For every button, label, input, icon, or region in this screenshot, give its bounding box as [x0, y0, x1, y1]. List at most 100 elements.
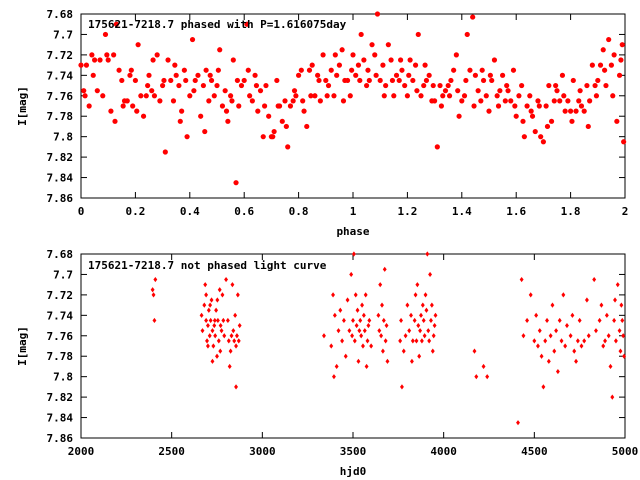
- top-data-point: [271, 128, 277, 135]
- bottom-data-point: [199, 312, 204, 318]
- top-data-point: [557, 98, 563, 104]
- bottom-data-point: [367, 317, 372, 324]
- top-data-point: [275, 103, 281, 109]
- top-data-point: [130, 103, 136, 109]
- bottom-data-point: [606, 333, 611, 339]
- bottom-data-point: [405, 302, 410, 308]
- bottom-data-point: [403, 333, 408, 339]
- bottom-data-point: [537, 328, 542, 334]
- bottom-data-point: [554, 328, 559, 334]
- bottom-data-point: [220, 292, 225, 298]
- bottom-data-point: [409, 358, 414, 364]
- top-data-point: [570, 77, 576, 84]
- bottom-data-point: [234, 333, 239, 339]
- bottom-data-point: [424, 307, 429, 313]
- bottom-data-point: [230, 282, 235, 288]
- bottom-data-point: [557, 317, 562, 324]
- top-data-point: [324, 93, 330, 99]
- top-data-point: [529, 113, 536, 119]
- top-data-point: [316, 77, 322, 84]
- top-data-point: [145, 82, 151, 89]
- top-data-point: [414, 88, 420, 94]
- bottom-data-point: [419, 312, 423, 318]
- top-plot-frame: [80, 13, 626, 199]
- top-data-points: [78, 11, 627, 186]
- top-data-point: [479, 67, 485, 73]
- top-data-point: [432, 98, 438, 104]
- bottom-data-point: [407, 328, 412, 334]
- top-x-tick-label: 0.2: [125, 205, 145, 218]
- bottom-data-point: [423, 292, 428, 298]
- top-data-point: [304, 123, 310, 130]
- top-data-point: [217, 47, 223, 53]
- bottom-x-tick-label: 4500: [521, 445, 548, 458]
- bottom-data-point: [218, 348, 223, 354]
- top-data-point: [383, 82, 389, 89]
- bottom-y-tick-label: 7.82: [47, 391, 74, 404]
- top-data-point: [581, 108, 587, 114]
- top-data-point: [262, 103, 268, 109]
- top-data-point: [470, 14, 476, 20]
- top-x-tick-label: 1.4: [452, 205, 472, 218]
- top-data-point: [306, 67, 313, 73]
- bottom-data-point: [577, 317, 582, 324]
- bottom-y-tick-label: 7.76: [47, 330, 74, 343]
- bottom-data-point: [358, 317, 363, 324]
- top-data-point: [565, 98, 571, 104]
- top-data-point: [105, 57, 111, 63]
- top-data-point: [241, 77, 247, 84]
- bottom-data-point: [572, 348, 577, 354]
- bottom-data-point: [226, 338, 231, 344]
- top-data-point: [128, 67, 134, 73]
- bottom-x-tick-label: 3000: [249, 445, 276, 458]
- top-data-point: [229, 98, 235, 104]
- bottom-data-point: [206, 307, 211, 313]
- top-data-point: [336, 62, 342, 68]
- top-data-point: [353, 72, 359, 78]
- top-data-point: [195, 72, 201, 78]
- top-data-point: [573, 108, 579, 114]
- top-data-point: [516, 93, 522, 99]
- top-data-point: [300, 98, 306, 104]
- bottom-data-point: [359, 333, 364, 339]
- bottom-data-point: [204, 317, 209, 324]
- bottom-data-point: [332, 312, 337, 318]
- bottom-data-point: [345, 297, 350, 303]
- bottom-data-point: [336, 328, 341, 334]
- top-data-point: [102, 31, 109, 38]
- bottom-data-point: [472, 348, 477, 354]
- top-data-point: [89, 52, 95, 58]
- top-data-point: [215, 67, 221, 73]
- bottom-data-point: [204, 292, 209, 298]
- top-data-point: [510, 67, 517, 73]
- top-data-point: [206, 98, 212, 104]
- bottom-data-point: [347, 328, 352, 334]
- bottom-data-point: [425, 251, 430, 257]
- top-data-point: [323, 77, 329, 84]
- bottom-data-point: [410, 338, 415, 344]
- bottom-axis-ticks: 2000 2500 3000 3500 4000 4500 5000 7.68 7.7 7.72 7…: [47, 248, 639, 458]
- bottom-data-point: [349, 271, 354, 278]
- top-data-point: [495, 103, 502, 109]
- top-data-point: [225, 118, 231, 124]
- bottom-data-point: [427, 338, 432, 344]
- top-data-point: [83, 62, 90, 68]
- bottom-data-point: [383, 338, 388, 344]
- bottom-data-point: [409, 312, 413, 318]
- top-data-point: [143, 93, 149, 99]
- bottom-data-point: [351, 317, 355, 324]
- top-data-point: [308, 93, 314, 99]
- bottom-data-point: [550, 302, 555, 308]
- bottom-data-point: [208, 317, 213, 324]
- bottom-data-point: [534, 312, 539, 318]
- top-x-tick-label: 1.8: [561, 205, 581, 218]
- top-data-point: [255, 108, 261, 114]
- top-data-point: [177, 118, 183, 124]
- bottom-data-point: [604, 312, 609, 318]
- bottom-data-point: [413, 292, 418, 298]
- top-data-point: [483, 93, 489, 99]
- bottom-data-point: [237, 322, 242, 329]
- bottom-data-point: [398, 338, 403, 344]
- bottom-data-point: [369, 343, 374, 349]
- top-y-tick-label: 7.76: [47, 90, 74, 103]
